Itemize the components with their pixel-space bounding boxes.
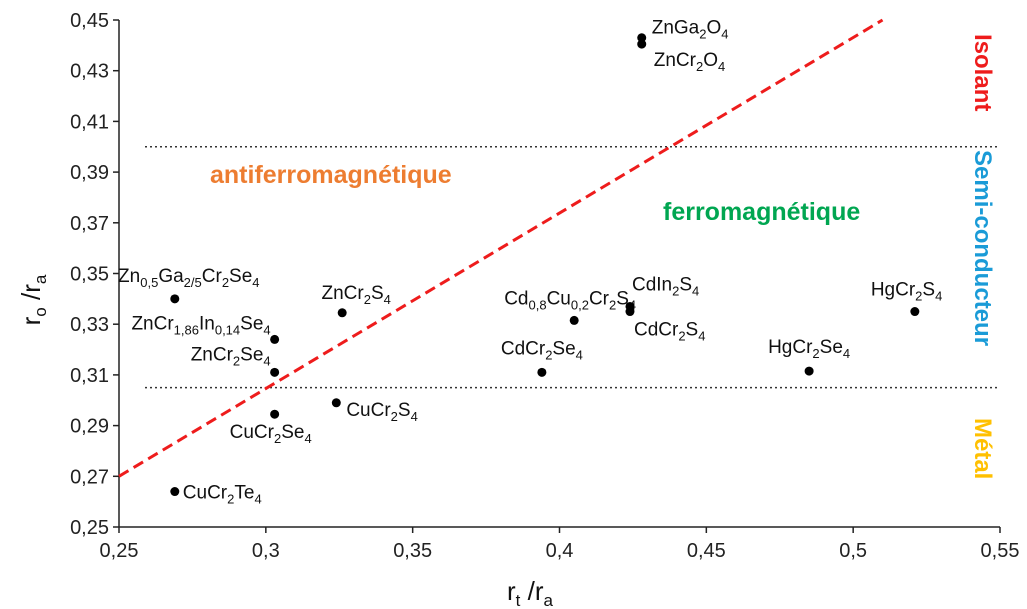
data-point (910, 307, 920, 317)
data-point (537, 367, 547, 377)
y-tick-label: 0,37 (70, 213, 109, 235)
point-label: ZnCr1,86In0,14Se4 (131, 313, 270, 337)
x-tick-label: 0,25 (100, 540, 139, 562)
point-label: CuCr2Te4 (183, 483, 262, 507)
data-point (625, 307, 635, 317)
diagonal-line-group (118, 18, 884, 478)
data-point (270, 409, 280, 419)
point-label: CuCr2Se4 (230, 422, 312, 446)
y-axis-label: ro /ra (16, 274, 50, 325)
y-tick-group: 0,25 0,27 0,29 0,31 0,33 0,35 0,37 0,39 0,41 0,43… (70, 10, 119, 539)
y-tick-label: 0,39 (70, 162, 109, 184)
point-label: HgCr2Se4 (768, 337, 850, 361)
y-tick-label: 0,27 (70, 466, 109, 488)
point-label: CdIn2S4 (632, 274, 699, 298)
y-tick-label: 0,33 (70, 314, 109, 336)
data-point (270, 334, 280, 344)
region-label-antiferromagnetique: antiferromagnétique (210, 161, 452, 189)
side-label-semi-conducteur: Semi-conducteur (969, 150, 996, 346)
region-label-ferromagnetique: ferromagnétique (663, 198, 860, 226)
point-label: Zn0,5Ga2/5Cr2Se4 (118, 266, 259, 290)
separation-line (118, 18, 884, 478)
x-tick-label: 0,55 (981, 540, 1020, 562)
y-tick-label: 0,31 (70, 365, 109, 387)
x-axis-label: rt /ra (507, 576, 554, 609)
point-label: ZnCr2O4 (654, 50, 725, 74)
data-point (569, 315, 579, 325)
point-label: ZnCr2S4 (321, 283, 390, 307)
point-label: ZnGa2O4 (652, 18, 729, 42)
y-tick-label: 0,29 (70, 416, 109, 438)
data-point (170, 294, 180, 304)
points-group: ZnGa2O4 ZnCr2O4 Zn0,5Ga2/5Cr2Se4 ZnCr1,86In… (118, 18, 942, 507)
point-label: ZnCr2Se4 (191, 344, 271, 368)
data-point (637, 39, 647, 49)
y-tick-label: 0,25 (70, 517, 109, 539)
data-point (170, 487, 180, 497)
data-point (270, 367, 280, 377)
side-label-metal: Métal (969, 418, 996, 479)
y-tick-label: 0,43 (70, 61, 109, 83)
x-tick-label: 0,5 (839, 540, 867, 562)
y-tick-label: 0,45 (70, 10, 109, 32)
point-label: HgCr2S4 (871, 280, 943, 304)
x-tick-label: 0,35 (393, 540, 432, 562)
data-point (637, 33, 647, 43)
point-label: Cd0,8Cu0,2Cr2S4 (504, 288, 636, 312)
point-label: CdCr2S4 (634, 320, 706, 344)
data-point (804, 366, 814, 376)
point-label: CuCr2S4 (346, 400, 418, 424)
point-label: CdCr2Se4 (501, 338, 583, 362)
data-point (337, 308, 347, 318)
x-tick-group: 0,25 0,3 0,35 0,4 0,45 0,5 0,55 (100, 527, 1020, 562)
x-tick-label: 0,45 (687, 540, 726, 562)
side-label-isolant: Isolant (969, 34, 996, 111)
y-tick-label: 0,35 (70, 264, 109, 286)
x-tick-label: 0,3 (252, 540, 280, 562)
y-tick-label: 0,41 (70, 111, 109, 133)
x-tick-label: 0,4 (546, 540, 574, 562)
data-point (331, 398, 341, 408)
